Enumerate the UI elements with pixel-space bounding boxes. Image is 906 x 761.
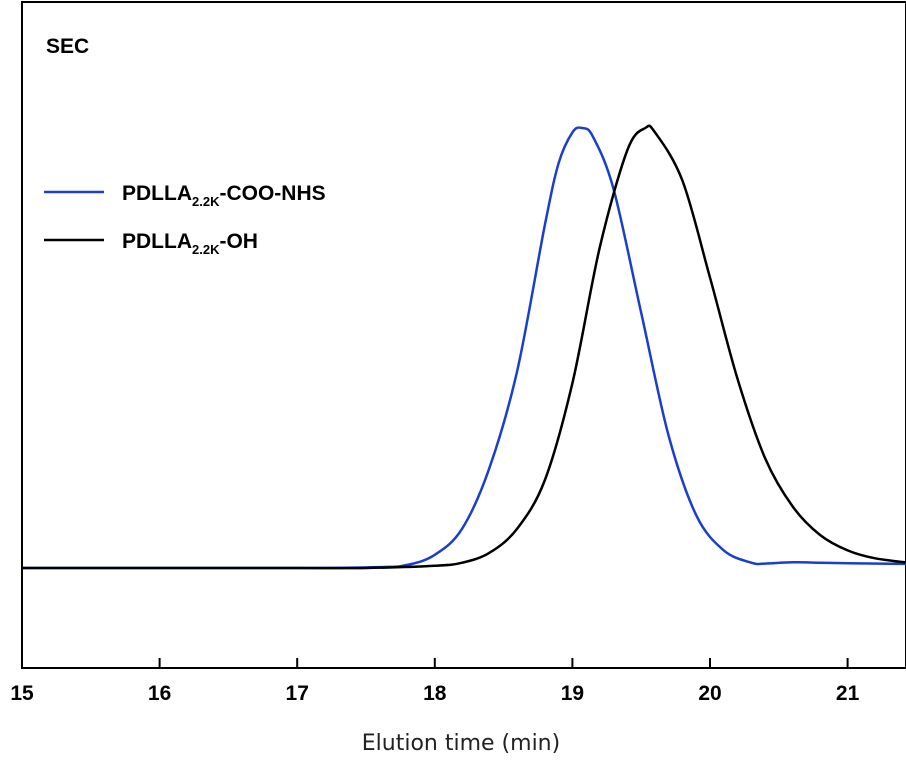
legend-label-2-subscript: 2.2K xyxy=(192,242,220,257)
x-tick-label-18: 18 xyxy=(423,682,447,705)
series-layer xyxy=(22,124,906,570)
x-axis-title: Elution time (min) xyxy=(362,731,560,756)
legend-label-2-base: PDLLA xyxy=(122,230,192,253)
legend-label-1-base: PDLLA xyxy=(122,182,192,205)
x-tick-label-19: 19 xyxy=(561,682,584,705)
legend-label-1-suffix: -COO-NHS xyxy=(219,182,325,205)
panel-label: SEC xyxy=(46,35,89,58)
legend-label-2: PDLLA2.2K-OH xyxy=(122,230,258,257)
x-tick-label-20: 20 xyxy=(698,682,721,705)
plot-frame xyxy=(21,1,906,669)
legend: PDLLA2.2K-COO-NHS PDLLA2.2K-OH xyxy=(44,182,326,257)
x-axis-ticks: 15 16 17 18 19 20 21 xyxy=(10,658,860,705)
x-tick-label-15: 15 xyxy=(10,682,34,705)
x-tick-label-16: 16 xyxy=(148,682,171,705)
x-tick-label-21: 21 xyxy=(836,682,860,705)
legend-label-1: PDLLA2.2K-COO-NHS xyxy=(122,182,326,209)
series-line-2 xyxy=(22,124,906,570)
legend-label-1-subscript: 2.2K xyxy=(192,194,220,209)
legend-label-2-suffix: -OH xyxy=(219,230,258,253)
x-tick-label-17: 17 xyxy=(286,682,309,705)
